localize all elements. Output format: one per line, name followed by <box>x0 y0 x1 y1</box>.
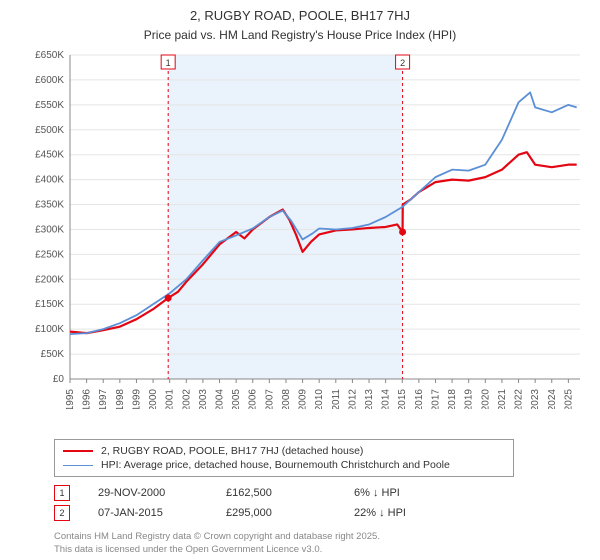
svg-text:2: 2 <box>400 58 405 68</box>
svg-text:1: 1 <box>166 58 171 68</box>
svg-text:£200K: £200K <box>35 275 64 286</box>
marker-date: 29-NOV-2000 <box>98 487 198 499</box>
page-subtitle: Price paid vs. HM Land Registry's House … <box>10 28 590 43</box>
marker-id-box: 1 <box>54 485 70 501</box>
svg-text:£550K: £550K <box>35 100 64 111</box>
svg-text:1999: 1999 <box>131 389 142 409</box>
svg-text:2023: 2023 <box>530 389 541 409</box>
svg-text:2004: 2004 <box>215 389 226 409</box>
marker-row: 1 29-NOV-2000 £162,500 6% ↓ HPI <box>54 483 590 503</box>
svg-text:£150K: £150K <box>35 299 64 310</box>
svg-text:2021: 2021 <box>497 389 508 409</box>
svg-text:2001: 2001 <box>165 389 176 409</box>
svg-text:£400K: £400K <box>35 175 64 186</box>
svg-text:£0: £0 <box>53 374 65 385</box>
svg-text:2015: 2015 <box>397 389 408 409</box>
svg-text:2022: 2022 <box>514 389 525 409</box>
legend-item: HPI: Average price, detached house, Bour… <box>63 458 505 472</box>
marker-delta: 22% ↓ HPI <box>354 507 406 519</box>
svg-text:2020: 2020 <box>480 389 491 409</box>
svg-text:2012: 2012 <box>347 389 358 409</box>
svg-text:2006: 2006 <box>248 389 259 409</box>
svg-text:£300K: £300K <box>35 225 64 236</box>
svg-text:2024: 2024 <box>547 389 558 409</box>
svg-text:2025: 2025 <box>563 389 574 409</box>
legend-swatch <box>63 450 93 452</box>
svg-text:£50K: £50K <box>41 349 65 360</box>
svg-text:2016: 2016 <box>414 389 425 409</box>
footer-line: Contains HM Land Registry data © Crown c… <box>54 531 590 543</box>
svg-text:£500K: £500K <box>35 125 64 136</box>
chart-area: £0 £50K £100K £150K £200K £250K £300K £350K £400… <box>24 49 584 409</box>
legend-swatch <box>63 465 93 466</box>
marker-delta: 6% ↓ HPI <box>354 487 400 499</box>
marker-date: 07-JAN-2015 <box>98 507 198 519</box>
legend-label: HPI: Average price, detached house, Bour… <box>101 459 450 471</box>
svg-text:2019: 2019 <box>464 389 475 409</box>
svg-text:2018: 2018 <box>447 389 458 409</box>
footer-line: This data is licensed under the Open Gov… <box>54 544 590 556</box>
svg-text:2009: 2009 <box>298 389 309 409</box>
marker-id-box: 2 <box>54 505 70 521</box>
svg-text:£650K: £650K <box>35 50 64 61</box>
svg-text:2002: 2002 <box>181 389 192 409</box>
svg-text:2008: 2008 <box>281 389 292 409</box>
svg-text:1996: 1996 <box>82 389 93 409</box>
svg-text:£450K: £450K <box>35 150 64 161</box>
svg-text:2007: 2007 <box>264 389 275 409</box>
page-title: 2, RUGBY ROAD, POOLE, BH17 7HJ <box>10 8 590 24</box>
chart-svg: £0 £50K £100K £150K £200K £250K £300K £350K £400… <box>24 49 584 409</box>
legend-item: 2, RUGBY ROAD, POOLE, BH17 7HJ (detached… <box>63 444 505 458</box>
svg-text:£100K: £100K <box>35 324 64 335</box>
svg-text:2017: 2017 <box>430 389 441 409</box>
svg-text:1997: 1997 <box>98 389 109 409</box>
legend: 2, RUGBY ROAD, POOLE, BH17 7HJ (detached… <box>54 439 514 477</box>
marker-table: 1 29-NOV-2000 £162,500 6% ↓ HPI 2 07-JAN… <box>54 483 590 523</box>
marker-row: 2 07-JAN-2015 £295,000 22% ↓ HPI <box>54 503 590 523</box>
svg-text:2010: 2010 <box>314 389 325 409</box>
svg-text:£600K: £600K <box>35 75 64 86</box>
svg-text:2005: 2005 <box>231 389 242 409</box>
marker-price: £162,500 <box>226 487 326 499</box>
svg-text:1995: 1995 <box>65 389 76 409</box>
svg-text:2011: 2011 <box>331 389 342 409</box>
svg-text:£250K: £250K <box>35 250 64 261</box>
svg-text:2014: 2014 <box>381 389 392 409</box>
footer: Contains HM Land Registry data © Crown c… <box>54 531 590 556</box>
svg-text:1998: 1998 <box>115 389 126 409</box>
marker-price: £295,000 <box>226 507 326 519</box>
svg-text:2013: 2013 <box>364 389 375 409</box>
svg-text:£350K: £350K <box>35 200 64 211</box>
svg-text:2003: 2003 <box>198 389 209 409</box>
svg-text:2000: 2000 <box>148 389 159 409</box>
legend-label: 2, RUGBY ROAD, POOLE, BH17 7HJ (detached… <box>101 445 363 457</box>
